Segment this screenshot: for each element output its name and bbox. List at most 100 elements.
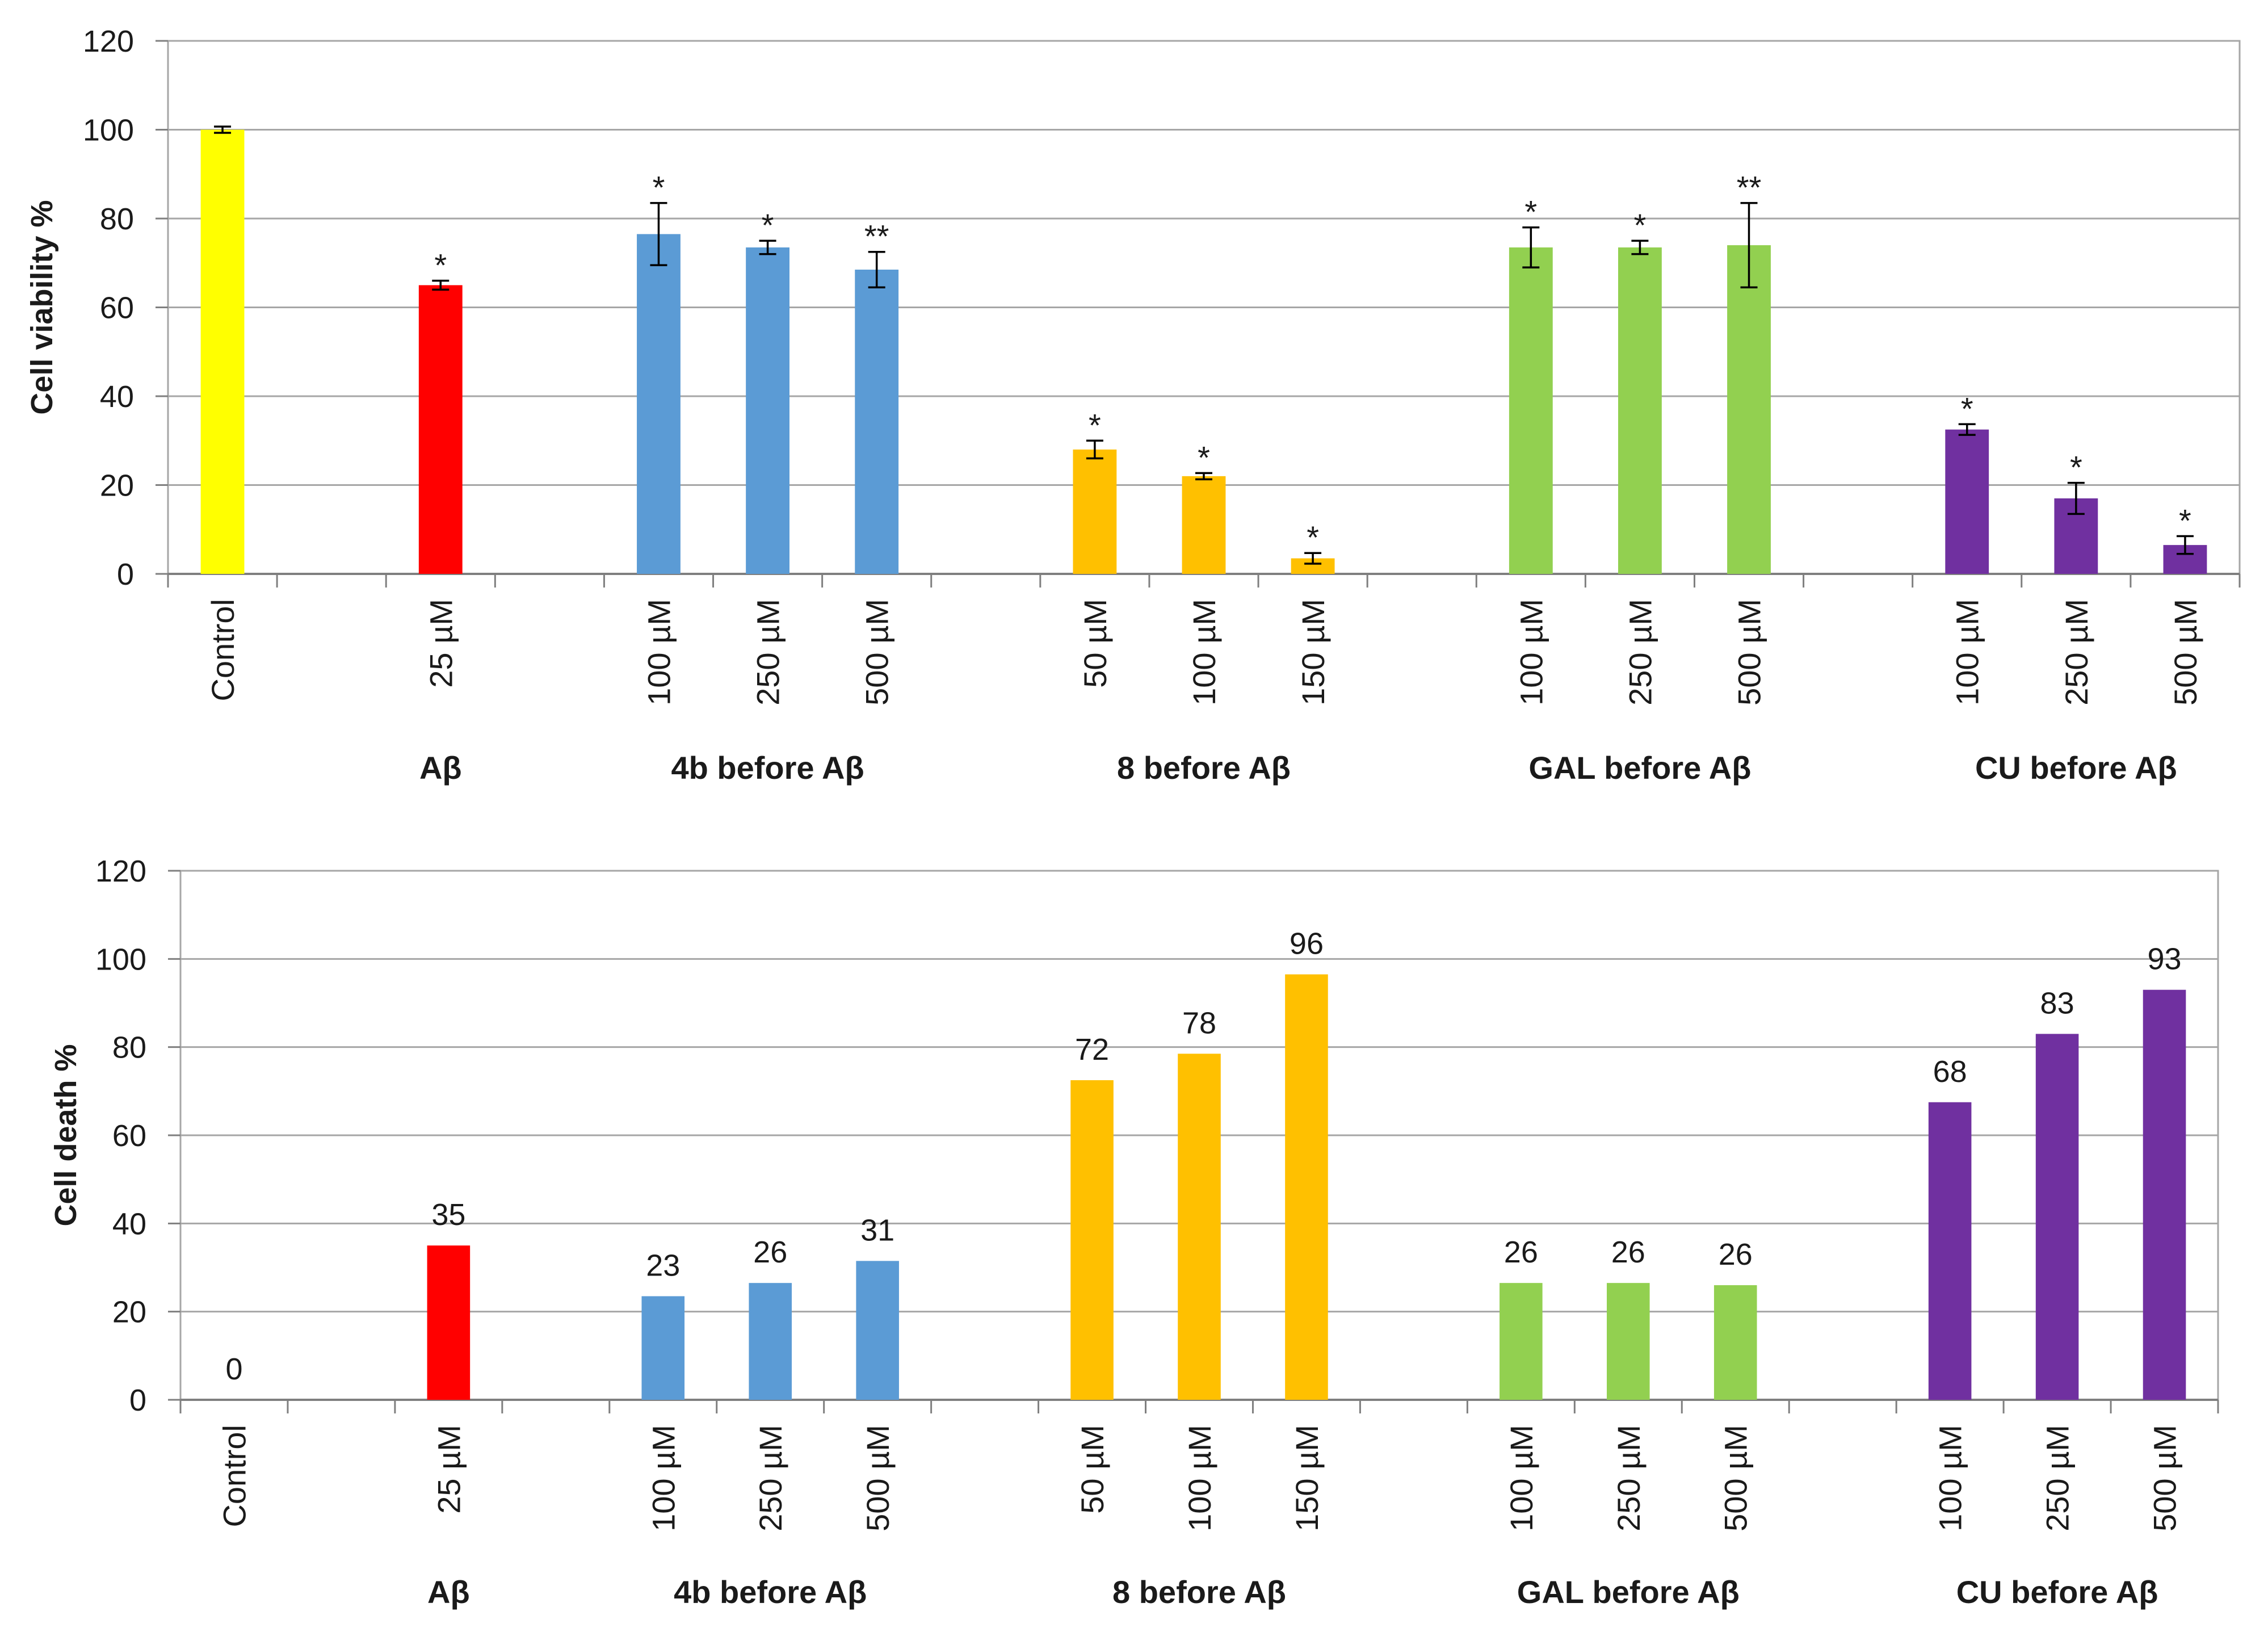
bar <box>1285 974 1328 1400</box>
significance-marker: * <box>653 170 665 205</box>
y-tick-label: 20 <box>112 1295 146 1329</box>
cell-death-chart: 0 20 40 60 80 100 120 Control 0 25 µM 35 100 µM 23 25… <box>49 854 2219 1610</box>
bar <box>2143 989 2186 1400</box>
data-label: 35 <box>431 1198 465 1232</box>
category-label: 100 µM <box>1933 1425 1968 1532</box>
y-tick-label: 120 <box>83 24 134 58</box>
significance-marker: * <box>1961 391 1973 426</box>
bar <box>641 1296 685 1400</box>
category-label: 500 µM <box>2168 599 2203 706</box>
bar <box>200 129 245 574</box>
significance-marker: * <box>1089 407 1101 443</box>
bar <box>1073 449 1117 574</box>
category-label: 150 µM <box>1289 1425 1325 1532</box>
bar <box>1618 247 1662 574</box>
group-label: CU before Aβ <box>1956 1574 2158 1610</box>
significance-marker: * <box>434 247 447 283</box>
data-label: 31 <box>860 1213 894 1247</box>
y-axis-title: Cell death % <box>49 1044 83 1226</box>
bar <box>427 1245 471 1400</box>
significance-marker: * <box>762 207 774 243</box>
y-tick-label: 60 <box>100 291 134 325</box>
data-label: 26 <box>1504 1235 1538 1269</box>
category-label: 250 µM <box>2040 1425 2076 1532</box>
data-label: 83 <box>2040 986 2074 1020</box>
bar <box>418 285 463 574</box>
data-label: 93 <box>2147 942 2181 976</box>
category-label: 250 µM <box>753 1425 788 1532</box>
data-label: 26 <box>753 1235 787 1269</box>
group-label: 4b before Aβ <box>674 1574 867 1610</box>
category-label: 100 µM <box>1950 599 1985 706</box>
bar <box>1182 476 1226 574</box>
category-label: 100 µM <box>1182 1425 1217 1532</box>
group-label: Aβ <box>427 1574 470 1610</box>
y-tick-label: 100 <box>95 942 146 976</box>
category-label: 100 µM <box>1513 599 1549 706</box>
bar <box>2035 1034 2079 1400</box>
category-label: 500 µM <box>1718 1425 1754 1532</box>
category-label: 250 µM <box>1611 1425 1647 1532</box>
bar <box>1727 245 1771 574</box>
bar <box>1607 1283 1650 1400</box>
category-label: 50 µM <box>1074 1425 1110 1514</box>
bar <box>1500 1283 1543 1400</box>
data-label: 26 <box>1719 1237 1753 1272</box>
data-label: 72 <box>1075 1033 1109 1067</box>
y-tick-label: 120 <box>95 854 146 888</box>
y-tick-label: 40 <box>112 1207 146 1241</box>
category-label: 100 µM <box>1503 1425 1539 1532</box>
group-label: 8 before Aβ <box>1117 750 1291 786</box>
significance-marker: * <box>1307 519 1319 555</box>
data-label: 78 <box>1182 1006 1216 1040</box>
significance-marker: * <box>1524 194 1537 230</box>
bar <box>855 269 899 574</box>
significance-marker: ** <box>864 219 889 254</box>
significance-marker: * <box>1634 207 1647 243</box>
significance-marker: * <box>2070 450 2082 485</box>
y-tick-label: 80 <box>100 202 134 236</box>
category-label: 500 µM <box>1732 599 1767 706</box>
group-label: 8 before Aβ <box>1112 1574 1286 1610</box>
bar <box>1713 1285 1757 1400</box>
category-label: 25 µM <box>431 1425 467 1514</box>
y-tick-label: 0 <box>129 1383 146 1417</box>
category-label: 100 µM <box>1186 599 1222 706</box>
cell-viability-chart: 0 20 40 60 80 100 120 Control 25 µM * 100 µM * 250 µ… <box>25 24 2241 786</box>
bar <box>1178 1054 1221 1400</box>
group-label: GAL before Aβ <box>1517 1574 1740 1610</box>
category-label: Control <box>205 599 241 702</box>
category-label: Control <box>216 1425 252 1528</box>
category-label: 250 µM <box>750 599 786 706</box>
significance-marker: * <box>2179 502 2191 538</box>
group-label: GAL before Aβ <box>1528 750 1751 786</box>
data-label: 68 <box>1933 1055 1967 1089</box>
group-label: Aβ <box>419 750 462 786</box>
significance-marker: * <box>1198 439 1210 475</box>
y-tick-label: 20 <box>100 469 134 503</box>
category-label: 250 µM <box>2059 599 2094 706</box>
data-label: 0 <box>225 1352 242 1386</box>
bar <box>1928 1102 1972 1400</box>
group-label: CU before Aβ <box>1975 750 2177 786</box>
bar <box>1070 1080 1114 1400</box>
y-axis-title: Cell viability % <box>25 200 59 414</box>
bar <box>746 247 789 574</box>
category-label: 500 µM <box>2147 1425 2183 1532</box>
bar <box>637 234 681 574</box>
bar <box>1945 429 1989 574</box>
category-label: 250 µM <box>1622 599 1658 706</box>
y-tick-label: 60 <box>112 1119 146 1153</box>
y-tick-label: 100 <box>83 114 134 148</box>
category-label: 150 µM <box>1295 599 1331 706</box>
bar <box>856 1261 899 1400</box>
data-label: 96 <box>1290 927 1324 961</box>
data-label: 26 <box>1611 1235 1645 1269</box>
category-label: 500 µM <box>860 1425 896 1532</box>
category-label: 100 µM <box>641 599 677 706</box>
y-tick-label: 0 <box>117 557 134 591</box>
y-tick-label: 80 <box>112 1031 146 1065</box>
data-label: 23 <box>646 1248 680 1282</box>
category-label: 50 µM <box>1077 599 1113 688</box>
